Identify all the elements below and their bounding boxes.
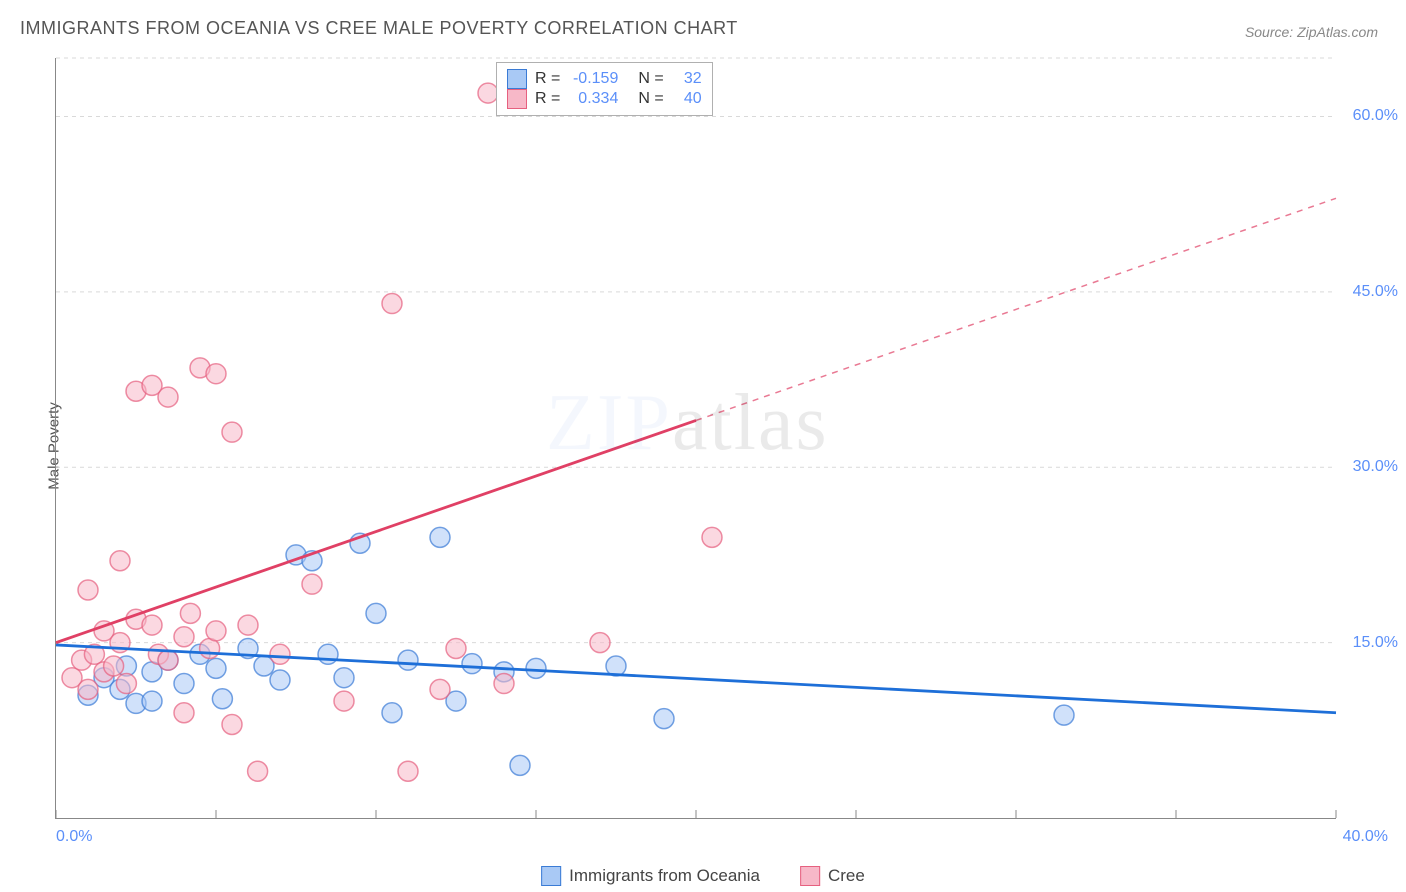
legend-correlation-row: R = -0.159 N = 32 (507, 69, 702, 89)
source-attribution: Source: ZipAtlas.com (1245, 24, 1378, 40)
legend-series-item: Immigrants from Oceania (541, 866, 760, 886)
plot-area: 15.0%30.0%45.0%60.0% 0.0%40.0% ZIPatlas … (55, 58, 1336, 819)
x-tick-label: 0.0% (56, 828, 92, 846)
plot-svg (56, 58, 1336, 818)
legend-correlation-row: R = 0.334 N = 40 (507, 89, 702, 109)
legend-swatch (507, 89, 527, 109)
legend-swatch (541, 866, 561, 886)
y-tick-label: 45.0% (1353, 283, 1398, 301)
y-tick-label: 30.0% (1353, 458, 1398, 476)
n-value: 40 (672, 90, 702, 108)
legend-swatch (507, 69, 527, 89)
n-label: N = (638, 70, 663, 88)
y-tick-label: 60.0% (1353, 107, 1398, 125)
legend-series-item: Cree (800, 866, 865, 886)
legend-correlation: R = -0.159 N = 32 R = 0.334 N = 40 (496, 62, 713, 116)
legend-series-label: Immigrants from Oceania (569, 866, 760, 886)
chart-title: IMMIGRANTS FROM OCEANIA VS CREE MALE POV… (20, 18, 738, 39)
r-label: R = (535, 90, 560, 108)
legend-swatch (800, 866, 820, 886)
x-tick-label: 40.0% (1343, 828, 1388, 846)
r-value: -0.159 (568, 70, 618, 88)
y-tick-label: 15.0% (1353, 634, 1398, 652)
r-value: 0.334 (568, 90, 618, 108)
n-value: 32 (672, 70, 702, 88)
n-label: N = (638, 90, 663, 108)
r-label: R = (535, 70, 560, 88)
legend-series: Immigrants from Oceania Cree (541, 866, 865, 886)
chart-container: IMMIGRANTS FROM OCEANIA VS CREE MALE POV… (0, 0, 1406, 892)
legend-series-label: Cree (828, 866, 865, 886)
